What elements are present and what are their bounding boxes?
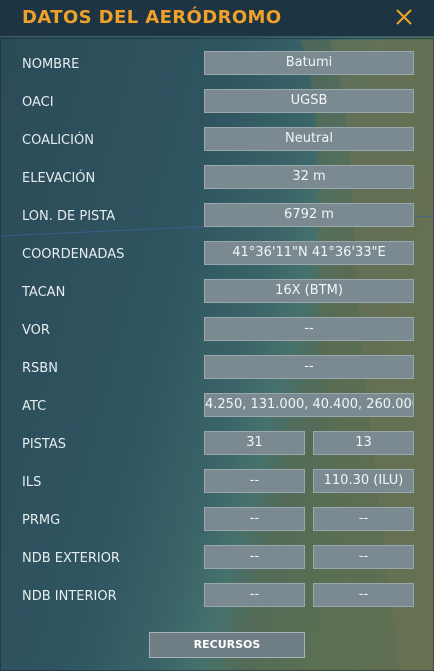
ndb-exterior-field-b: -- — [313, 545, 414, 569]
row-oaci: OACI UGSB — [0, 89, 434, 113]
row-nombre: NOMBRE Batumi — [0, 51, 434, 75]
row-vor: VOR -- — [0, 317, 434, 341]
row-ils: ILS -- 110.30 (ILU) — [0, 469, 434, 493]
pistas-label: PISTAS — [22, 437, 67, 452]
vor-label: VOR — [22, 323, 50, 338]
ndb-exterior-field-a: -- — [204, 545, 305, 569]
atc-field: 4.250, 131.000, 40.400, 260.000 — [204, 393, 414, 417]
nombre-field: Batumi — [204, 51, 414, 75]
tacan-label: TACAN — [22, 285, 66, 300]
oaci-label: OACI — [22, 95, 54, 110]
row-atc: ATC 4.250, 131.000, 40.400, 260.000 — [0, 393, 434, 417]
atc-label: ATC — [22, 399, 47, 414]
row-coordenadas: COORDENADAS 41°36'11"N 41°36'33"E — [0, 241, 434, 265]
pistas-field-a: 31 — [204, 431, 305, 455]
lon-pista-field: 6792 m — [204, 203, 414, 227]
row-ndb-exterior: NDB EXTERIOR -- -- — [0, 545, 434, 569]
row-elevacion: ELEVACIÓN 32 m — [0, 165, 434, 189]
pistas-field-b: 13 — [313, 431, 414, 455]
oaci-field: UGSB — [204, 89, 414, 113]
prmg-field-a: -- — [204, 507, 305, 531]
window-title: DATOS DEL AERÓDROMO — [22, 7, 282, 28]
close-icon[interactable] — [394, 7, 414, 27]
prmg-label: PRMG — [22, 513, 61, 528]
coordenadas-field: 41°36'11"N 41°36'33"E — [204, 241, 414, 265]
row-coalicion: COALICIÓN Neutral — [0, 127, 434, 151]
resources-button[interactable]: RECURSOS — [149, 632, 305, 658]
row-ndb-interior: NDB INTERIOR -- -- — [0, 583, 434, 607]
vor-field: -- — [204, 317, 414, 341]
ndb-exterior-label: NDB EXTERIOR — [22, 551, 120, 566]
ndb-interior-label: NDB INTERIOR — [22, 589, 117, 604]
tacan-field: 16X (BTM) — [204, 279, 414, 303]
ils-field-b: 110.30 (ILU) — [313, 469, 414, 493]
ndb-interior-field-b: -- — [313, 583, 414, 607]
elevacion-label: ELEVACIÓN — [22, 171, 96, 186]
coalicion-field: Neutral — [204, 127, 414, 151]
prmg-field-b: -- — [313, 507, 414, 531]
row-tacan: TACAN 16X (BTM) — [0, 279, 434, 303]
nombre-label: NOMBRE — [22, 57, 80, 72]
row-lon-pista: LON. DE PISTA 6792 m — [0, 203, 434, 227]
ndb-interior-field-a: -- — [204, 583, 305, 607]
coordenadas-label: COORDENADAS — [22, 247, 125, 262]
window-header: DATOS DEL AERÓDROMO — [0, 0, 434, 37]
ils-label: ILS — [22, 475, 42, 490]
ils-field-a: -- — [204, 469, 305, 493]
rsbn-label: RSBN — [22, 361, 58, 376]
coalicion-label: COALICIÓN — [22, 133, 94, 148]
elevacion-field: 32 m — [204, 165, 414, 189]
row-prmg: PRMG -- -- — [0, 507, 434, 531]
rsbn-field: -- — [204, 355, 414, 379]
row-rsbn: RSBN -- — [0, 355, 434, 379]
lon-pista-label: LON. DE PISTA — [22, 209, 116, 224]
row-pistas: PISTAS 31 13 — [0, 431, 434, 455]
